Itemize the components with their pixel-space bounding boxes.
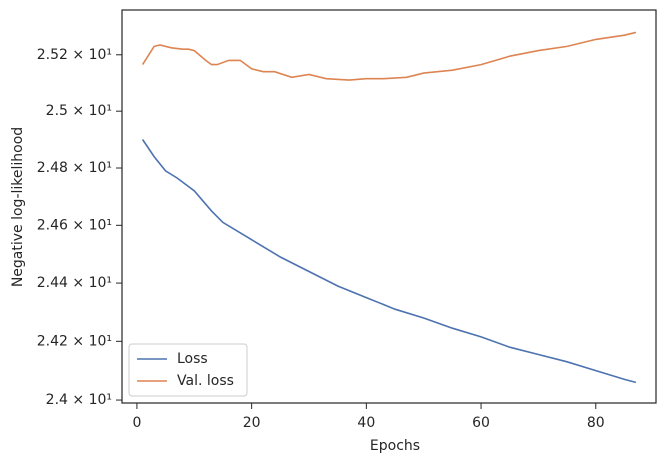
legend-label: Loss	[177, 351, 208, 367]
x-tick-label: 60	[472, 415, 490, 431]
series-line	[141, 31, 637, 81]
y-axis-title: Negative log-likelihood	[10, 127, 26, 287]
x-axis-title: Epochs	[370, 438, 420, 454]
legend-box	[128, 343, 248, 397]
x-tick-label: 20	[243, 415, 261, 431]
y-tick-label: 2.5 × 10¹	[46, 103, 112, 119]
y-tick-label: 2.44 × 10¹	[37, 275, 112, 291]
x-tick-label: 80	[587, 415, 605, 431]
legend-label: Val. loss	[177, 373, 234, 389]
series-line	[141, 139, 637, 384]
x-tick-label: 0	[132, 415, 141, 431]
y-tick-label: 2.46 × 10¹	[37, 217, 112, 233]
y-tick-label: 2.48 × 10¹	[37, 160, 112, 176]
x-tick-label: 40	[357, 415, 375, 431]
y-tick-label: 2.52 × 10¹	[37, 47, 112, 63]
plot-frame	[121, 9, 657, 404]
y-tick-label: 2.42 × 10¹	[37, 333, 112, 349]
y-tick-label: 2.4 × 10¹	[46, 392, 112, 408]
